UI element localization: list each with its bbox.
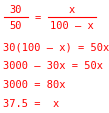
Text: 3000 = 80x: 3000 = 80x (3, 79, 66, 89)
Text: =: = (35, 13, 41, 23)
Text: 37.5 =  x: 37.5 = x (3, 98, 59, 108)
Text: 30(100 – x) = 50x: 30(100 – x) = 50x (3, 42, 109, 52)
Text: 3000 – 30x = 50x: 3000 – 30x = 50x (3, 60, 103, 70)
Text: 100 – x: 100 – x (50, 21, 94, 31)
Text: x: x (69, 5, 75, 15)
Text: 50: 50 (10, 21, 22, 31)
Text: 30: 30 (10, 5, 22, 15)
